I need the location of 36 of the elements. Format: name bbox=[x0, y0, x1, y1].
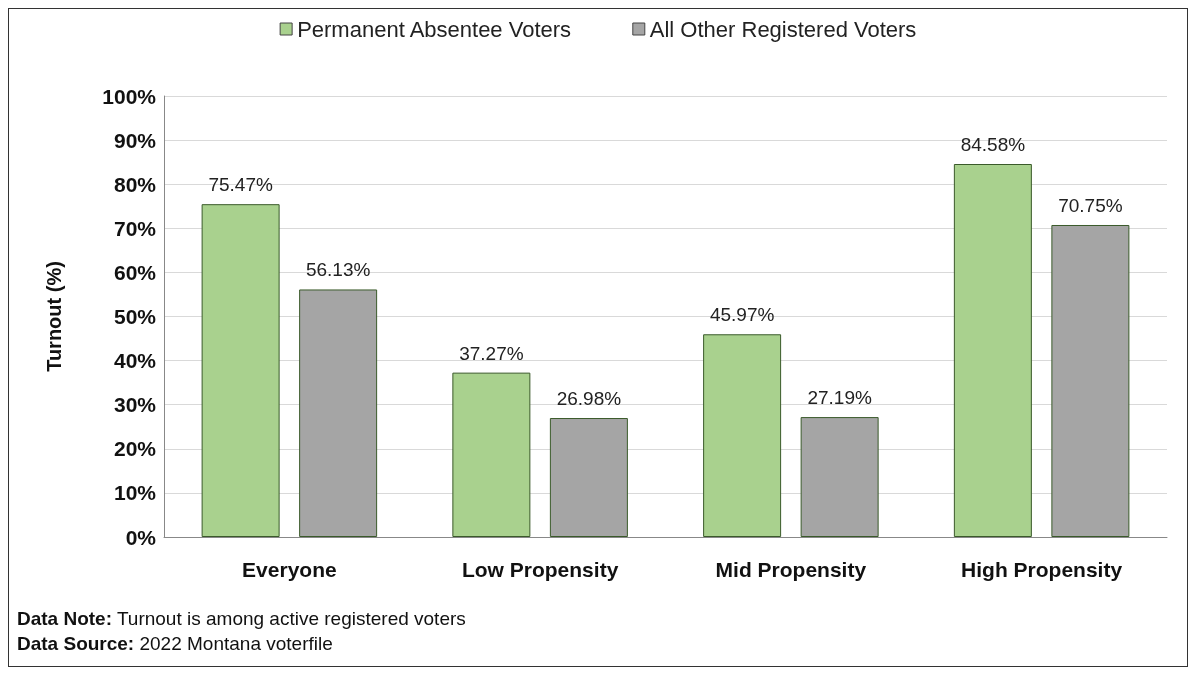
data-label: 70.75% bbox=[1058, 194, 1123, 216]
y-tick-label: 10% bbox=[113, 481, 157, 505]
legend-label: Permanent Absentee Voters bbox=[297, 16, 572, 42]
y-tick-label: 100% bbox=[102, 84, 157, 108]
y-axis-title: Turnout (%) bbox=[43, 261, 65, 372]
y-tick-label: 60% bbox=[113, 260, 157, 284]
text: Data Note: Turnout is among active registered voters bbox=[17, 608, 466, 629]
bar bbox=[452, 372, 531, 537]
y-tick-label: 0% bbox=[125, 525, 157, 549]
bar bbox=[201, 204, 280, 537]
bar bbox=[1051, 224, 1130, 537]
x-tick-label: High Propensity bbox=[961, 558, 1123, 581]
data-label: 56.13% bbox=[305, 259, 371, 281]
y-tick-label: 30% bbox=[113, 393, 157, 417]
bar bbox=[800, 417, 879, 537]
bar bbox=[703, 334, 782, 537]
legend-label: All Other Registered Voters bbox=[649, 16, 917, 42]
source-note: Data Source: 2022 Montana voterfile bbox=[17, 633, 333, 654]
data-label: 45.97% bbox=[709, 304, 775, 326]
y-tick-label: 20% bbox=[113, 437, 157, 461]
y-tick-label: 70% bbox=[113, 216, 157, 240]
x-tick-label: Low Propensity bbox=[461, 558, 619, 581]
data-label: 26.98% bbox=[556, 388, 622, 410]
bar bbox=[953, 164, 1032, 537]
bar bbox=[549, 418, 628, 537]
y-tick-label: 50% bbox=[113, 305, 157, 328]
data-label: 75.47% bbox=[208, 174, 273, 196]
x-tick-label: Everyone bbox=[242, 558, 337, 581]
data-label: 27.19% bbox=[807, 387, 872, 409]
y-tick-label: 90% bbox=[113, 128, 157, 152]
x-tick-label: Mid Propensity bbox=[715, 558, 867, 581]
bar bbox=[299, 289, 378, 537]
y-tick-label: 80% bbox=[113, 172, 157, 196]
data-label: 84.58% bbox=[960, 134, 1026, 155]
y-tick-label: 40% bbox=[113, 349, 157, 373]
data-label: 37.27% bbox=[459, 342, 524, 364]
